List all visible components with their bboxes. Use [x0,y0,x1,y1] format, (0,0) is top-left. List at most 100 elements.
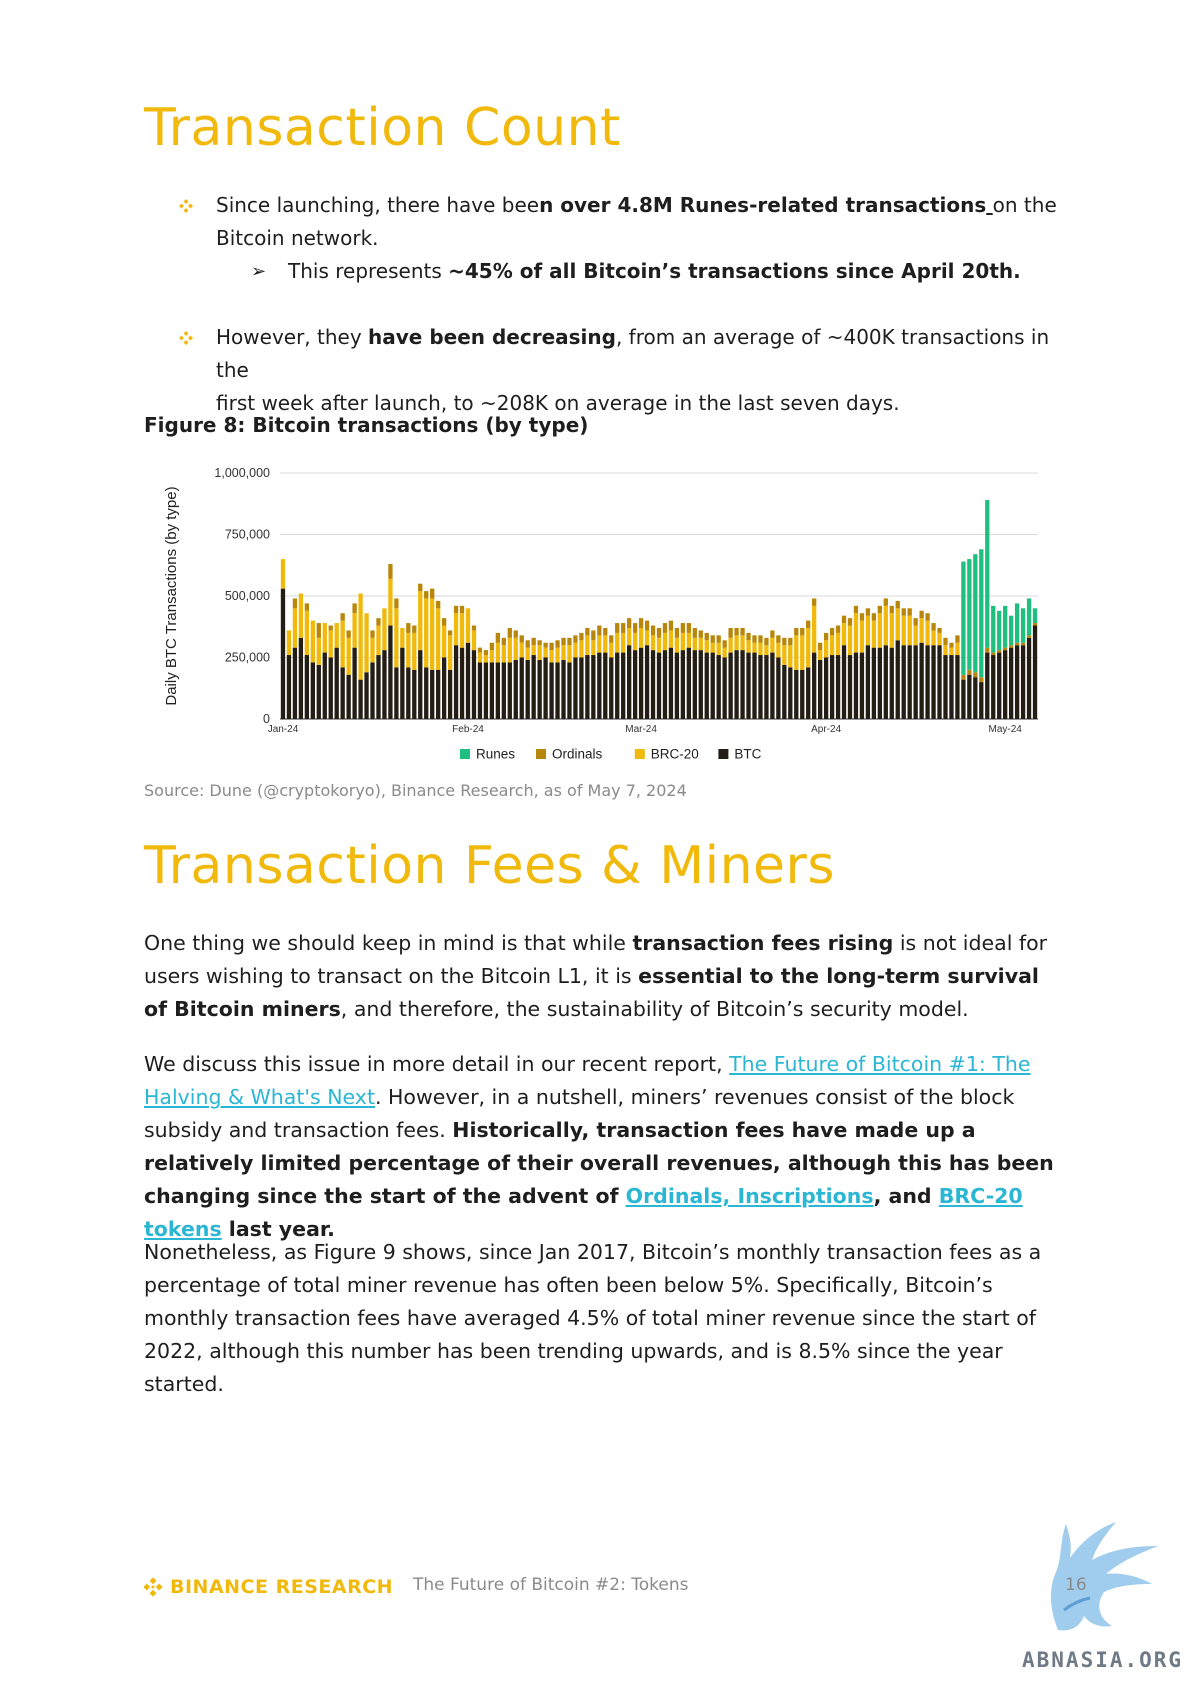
bar-segment-ordinals [841,615,847,624]
bar-segment-ordinals [883,598,888,606]
bar-segment-ordinals [764,637,769,646]
bar-segment-btc [567,662,572,719]
bar-segment-brc-20 [531,645,536,656]
bar-segment-btc [304,655,310,719]
brc20-tokens-link[interactable]: BRC-20 tokens [144,1184,1023,1241]
bar-segment-btc [358,679,363,719]
bar-segment-brc-20 [519,642,524,658]
bar-segment-ordinals [495,632,500,643]
legend-label: BTC [734,747,761,762]
bar-segment-brc-20 [412,632,417,670]
bar-segment-btc [585,655,590,719]
bar-segment-btc [292,647,298,719]
bar-segment-btc [794,669,799,719]
bar-segment-brc-20 [662,632,668,651]
bar-segment-ordinals [1014,642,1020,646]
bar-segment-ordinals [656,627,662,638]
bar-segment-brc-20 [627,627,632,646]
bar-segment-brc-20 [465,608,471,643]
future-of-bitcoin-report-link[interactable]: The Future of Bitcoin #1: The Halving & … [144,1052,1031,1109]
ordinals-inscriptions-link[interactable]: Ordinals, Inscriptions [625,1184,874,1208]
bar-segment-brc-20 [489,650,495,663]
bar-segment-runes [1003,605,1008,648]
paragraph-bold: transaction fees rising [632,931,894,955]
bar-segment-brc-20 [430,598,435,670]
x-tick-label: Apr-24 [811,724,841,735]
bullet-item: Since launching, there have been over 4.… [144,189,1064,255]
y-tick-label: 0 [263,712,270,726]
bar-segment-ordinals [985,647,990,653]
bar-segment-ordinals [901,608,906,616]
bar-segment-ordinals [561,637,566,646]
y-axis-label: Daily BTC Transactions (by type) [163,486,180,705]
bar-segment-brc-20 [668,630,674,648]
bar-segment-ordinals [907,608,912,616]
paragraph-bold: , and [873,1184,939,1208]
bar-segment-brc-20 [495,642,500,663]
bar-segment-ordinals [812,598,817,606]
bar-segment-btc [1014,645,1020,719]
bar-segment-brc-20 [752,642,757,653]
bar-segment-ordinals [949,642,954,648]
bar-segment-btc [322,652,327,719]
bar-segment-ordinals [543,642,548,648]
bar-segment-brc-20 [459,613,465,648]
bar-segment-btc [650,650,656,719]
bar-segment-btc [1020,645,1026,719]
bar-segment-btc [722,657,727,719]
paragraph-1: One thing we should keep in mind is that… [144,927,1054,1026]
bar-segment-btc [758,655,763,719]
bar-segment-ordinals [835,625,841,633]
binance-research-logo: BINANCE RESEARCH [142,1573,393,1601]
bar-segment-btc [543,657,548,719]
bar-segment-btc [441,657,447,719]
paragraph-text: is not ideal for users wishing to transa… [144,931,1048,988]
bar-segment-brc-20 [507,637,512,663]
x-tick-label: Feb-24 [452,724,484,735]
bullet-text: first week after launch, to ~208K on ave… [216,391,900,415]
bar-segment-ordinals [925,613,930,621]
bar-segment-ordinals [591,630,596,641]
bar-segment-ordinals [967,669,972,675]
bar-segment-ordinals [853,605,859,614]
bar-segment-brc-20 [638,627,644,648]
bar-segment-brc-20 [919,618,924,643]
bar-segment-btc [776,657,781,719]
bar-segment-btc [1026,637,1032,719]
bar-segment-btc [621,652,626,719]
bar-segment-btc [298,637,304,719]
bar-segment-btc [925,645,930,719]
bar-segment-btc [853,652,859,719]
bar-segment-btc [436,669,441,719]
bar-segment-btc [615,652,620,719]
bar-segment-brc-20 [591,640,596,656]
bar-segment-btc [859,652,865,719]
bar-segment-ordinals [441,618,447,626]
bar-segment-brc-20 [292,608,298,648]
bar-segment-btc [280,588,286,719]
bitcoin-transactions-chart: 0 250,000 500,000 750,000 1,000,000 Daily BTC… [163,466,1038,762]
bar-segment-ordinals [328,625,333,631]
bar-segment-ordinals [579,632,584,641]
bar-segment-brc-20 [740,635,745,651]
bar-segment-btc [549,662,554,719]
bar-segment-ordinals [979,677,984,683]
bullet-text: However, they [216,325,369,349]
bar-segment-brc-20 [698,637,703,651]
paragraph-text: . However, in a nutshell, miners’ revenu… [144,1085,1015,1142]
bar-segment-ordinals [627,618,632,628]
bar-segment-btc [931,645,936,719]
bar-segment-btc [418,650,423,719]
bar-segment-brc-20 [501,645,506,663]
y-tick-label: 250,000 [225,651,270,665]
bar-segment-brc-20 [913,625,918,646]
figure-source: Source: Dune (@cryptokoryo), Binance Res… [144,781,687,800]
footer-doc-title: The Future of Bitcoin #2: Tokens [413,1575,689,1595]
bar-segment-brc-20 [632,632,638,651]
sub-bullet-item: ➢ This represents ~45% of all Bitcoin’s … [144,255,1064,288]
bar-segment-btc [823,657,829,719]
bar-segment-ordinals [871,613,877,621]
bar-segment-ordinals [1026,635,1032,638]
bar-segment-ordinals [489,642,495,651]
bar-segment-ordinals [823,632,829,641]
